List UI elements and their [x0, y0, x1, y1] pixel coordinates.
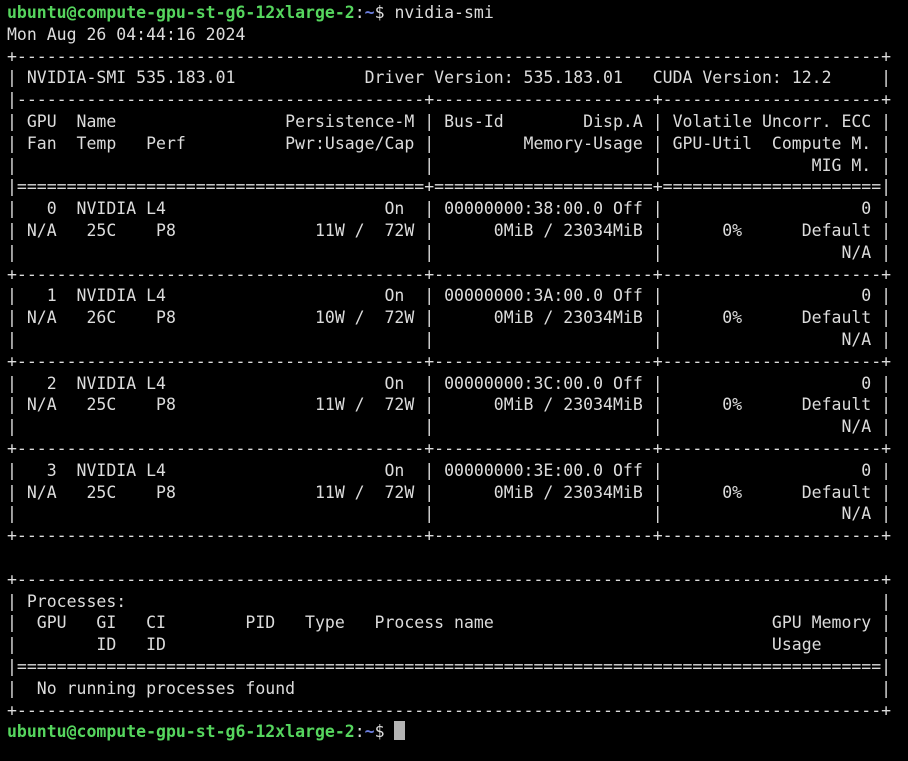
prompt-sigil: $: [374, 3, 395, 22]
prompt-user-host: ubuntu@compute-gpu-st-g6-12xlarge-2: [7, 3, 355, 22]
processes-table: +---------------------------------------…: [7, 569, 892, 720]
command-text: nvidia-smi: [394, 3, 494, 22]
prompt-sigil: $: [374, 722, 395, 742]
prompt-path: ~: [364, 722, 375, 742]
prompt-user-host: ubuntu@compute-gpu-st-g6-12xlarge-2: [7, 722, 355, 742]
prompt-colon: :: [354, 3, 365, 22]
timestamp: Mon Aug 26 04:44:16 2024: [7, 24, 246, 44]
blank-line: [7, 547, 908, 569]
cursor: [394, 721, 406, 741]
prompt-colon: :: [354, 722, 365, 742]
prompt-line-bottom[interactable]: ubuntu@compute-gpu-st-g6-12xlarge-2:~$: [7, 721, 908, 743]
gpu-table: +---------------------------------------…: [7, 46, 892, 546]
prompt-path: ~: [364, 3, 375, 22]
prompt-line-top: ubuntu@compute-gpu-st-g6-12xlarge-2:~$ n…: [7, 2, 908, 24]
